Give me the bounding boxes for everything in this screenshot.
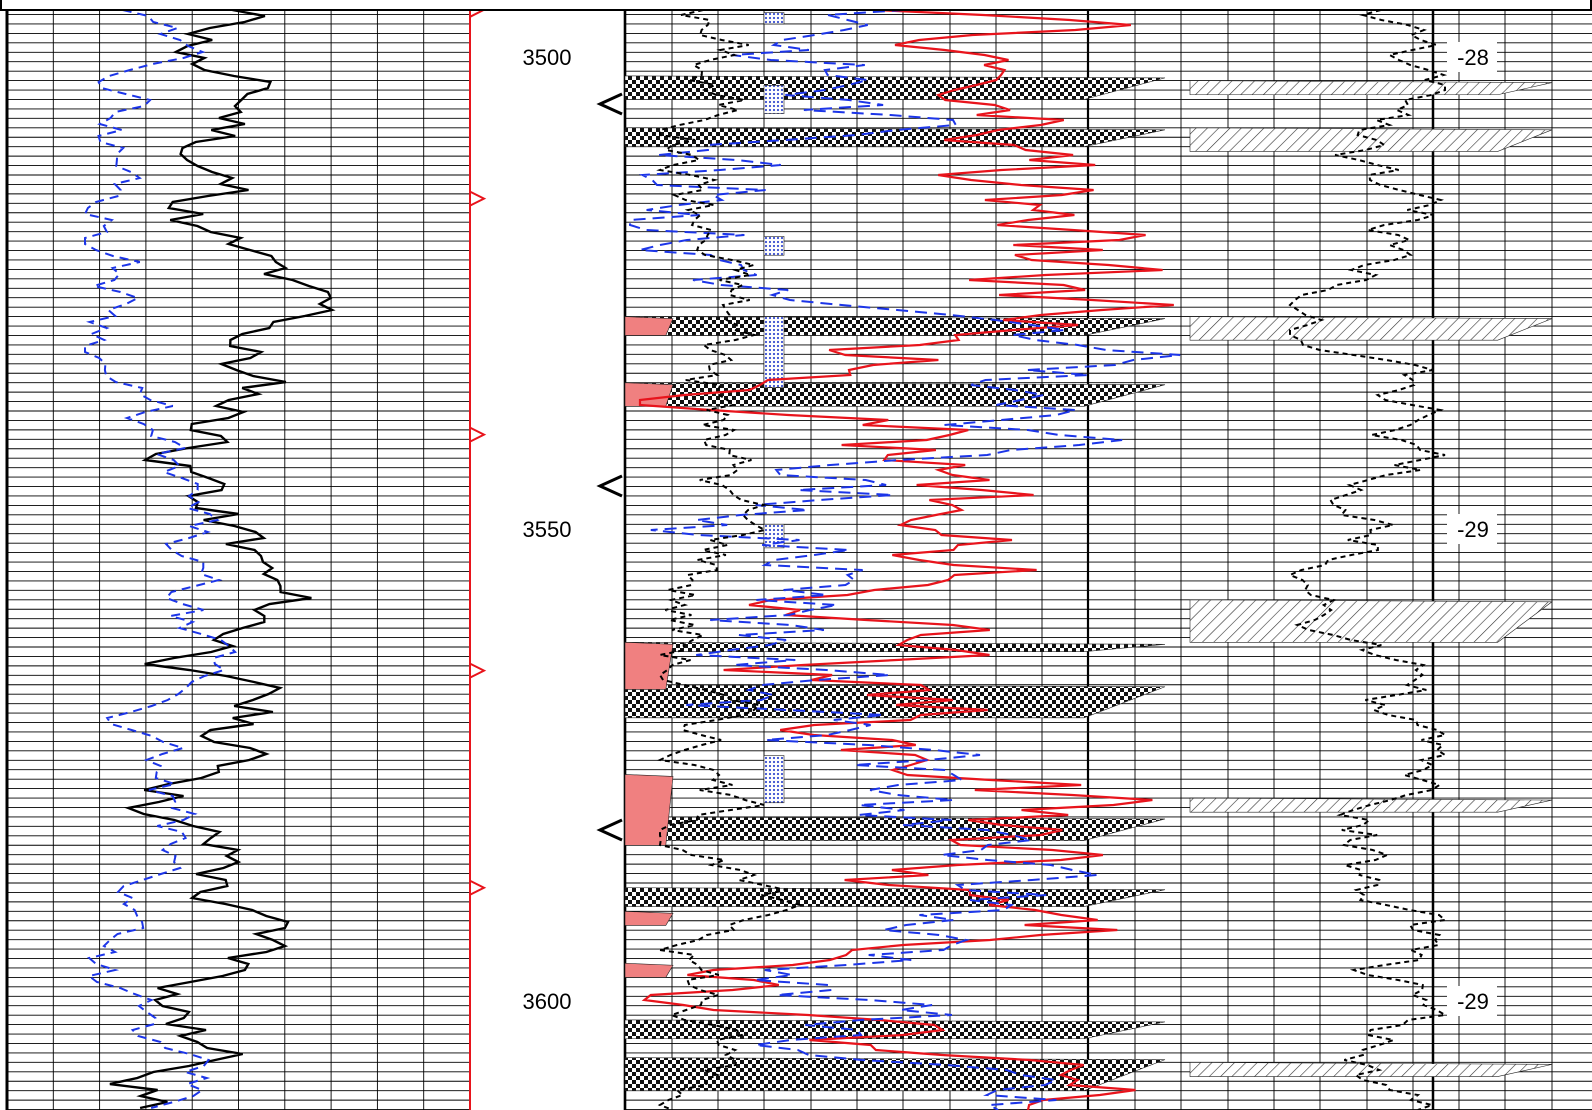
pink-fill [624,962,674,978]
gamma-ray-curve [109,8,336,1110]
checker-fill [624,816,1166,841]
hatch-fill [1189,80,1553,96]
red-scale-tick [469,190,487,207]
checker-fill [624,127,1166,147]
checker-fill [624,75,1166,100]
hatch-fill [1189,316,1553,341]
pink-fill [624,911,674,926]
right-label-bg [1447,986,1497,1016]
pink-fill [624,382,674,407]
red-scale-tick [469,879,487,896]
top-border [0,0,1592,10]
dotted-fill [763,236,785,256]
red-scale-tick [469,426,487,443]
checker-fill [624,641,1166,653]
pink-fill [624,641,674,690]
right-track-labels: -28 -29 -29 [1447,42,1497,1016]
depth-track: 3500 3550 3600 [469,0,623,1110]
right-label-bg [1447,42,1497,72]
depth-label-3600: 3600 [523,989,572,1014]
depth-marker-3 [596,818,623,842]
caliper-curve [83,9,238,1109]
depth-label-bg [505,512,585,546]
hatch-fill [1189,127,1553,152]
dotted-fill [763,316,785,388]
checker-fill [624,382,1166,407]
right-label-bg [1447,514,1497,544]
hatch-fill [1189,599,1553,643]
depth-marker-1 [596,92,623,116]
depth-label-3550: 3550 [523,517,572,542]
depth-label-3500: 3500 [523,45,572,70]
log-curves [83,8,1448,1110]
sp-curve-right [1287,9,1448,1110]
dotted-fill [763,755,785,804]
resistivity-deep-curve [638,8,1174,1110]
pink-fill [624,316,674,336]
pink-fill [624,774,674,846]
checker-fill [624,887,1166,907]
red-scale-tick [469,662,487,679]
depth-marker-2 [596,474,623,498]
checker-fill [624,1019,1166,1040]
shaded-intervals [624,12,1553,1091]
hatch-fill [1189,1062,1553,1077]
checker-fill [624,316,1166,336]
right-label-bottom: -29 [1457,989,1489,1014]
depth-label-bg [505,984,585,1018]
checker-fill [624,1057,1166,1091]
right-label-top: -28 [1457,45,1489,70]
dotted-fill [763,85,785,114]
depth-label-bg [505,40,585,74]
right-label-mid: -29 [1457,517,1489,542]
dotted-fill [763,12,785,25]
hatch-fill [1189,797,1553,813]
